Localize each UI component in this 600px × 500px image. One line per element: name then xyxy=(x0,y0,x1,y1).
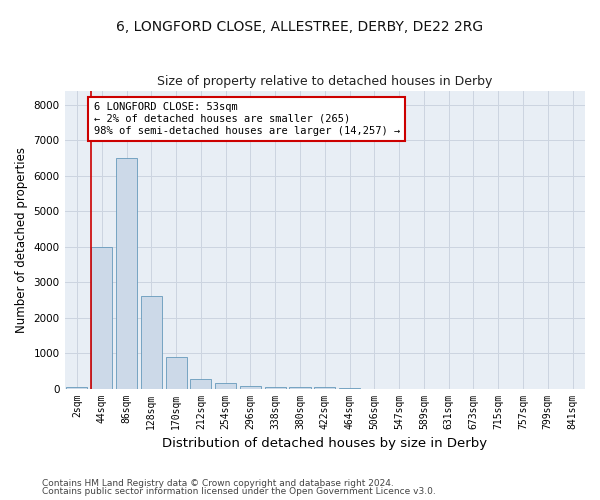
Bar xyxy=(91,246,112,388)
Text: Contains HM Land Registry data © Crown copyright and database right 2024.: Contains HM Land Registry data © Crown c… xyxy=(42,478,394,488)
Text: 6, LONGFORD CLOSE, ALLESTREE, DERBY, DE22 2RG: 6, LONGFORD CLOSE, ALLESTREE, DERBY, DE2… xyxy=(116,20,484,34)
Bar xyxy=(240,386,261,388)
Bar xyxy=(116,158,137,388)
Bar xyxy=(265,387,286,388)
X-axis label: Distribution of detached houses by size in Derby: Distribution of detached houses by size … xyxy=(162,437,487,450)
Bar xyxy=(141,296,162,388)
Text: 6 LONGFORD CLOSE: 53sqm
← 2% of detached houses are smaller (265)
98% of semi-de: 6 LONGFORD CLOSE: 53sqm ← 2% of detached… xyxy=(94,102,400,136)
Bar xyxy=(190,378,211,388)
Bar xyxy=(215,383,236,388)
Y-axis label: Number of detached properties: Number of detached properties xyxy=(15,146,28,332)
Bar xyxy=(166,356,187,388)
Text: Contains public sector information licensed under the Open Government Licence v3: Contains public sector information licen… xyxy=(42,487,436,496)
Bar xyxy=(67,387,88,388)
Title: Size of property relative to detached houses in Derby: Size of property relative to detached ho… xyxy=(157,75,493,88)
